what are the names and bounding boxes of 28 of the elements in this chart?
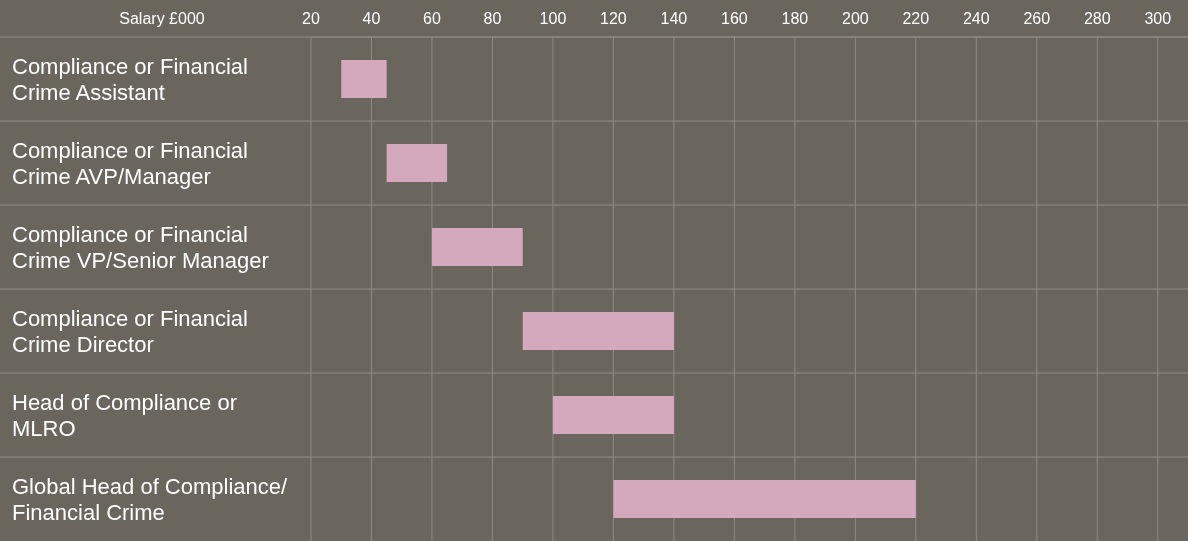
x-axis-title: Salary £000 (119, 10, 205, 27)
x-tick-label: 40 (362, 10, 381, 27)
x-tick-label: 280 (1083, 10, 1111, 27)
bar (613, 480, 916, 518)
x-tick-label: 180 (781, 10, 809, 27)
y-tick-label: Compliance or Financial Crime Assistant (12, 53, 248, 105)
x-tick-label: 120 (600, 10, 627, 27)
bar (522, 312, 674, 350)
x-tick-label: 260 (1023, 10, 1051, 27)
bar (431, 228, 523, 266)
y-tick-label: Compliance or Financial Crime AVP/Manager (12, 137, 248, 189)
x-tick-label: 300 (1144, 10, 1172, 27)
x-tick-label: 80 (483, 10, 502, 27)
x-tick-label: 20 (302, 10, 320, 27)
x-tick-label: 140 (660, 10, 688, 27)
y-tick-label: Global Head of Compliance/ Financial Crime (12, 473, 289, 525)
y-tick-label: Compliance or Financial Crime VP/Senior Manager (12, 221, 269, 273)
x-tick-label: 240 (962, 10, 990, 27)
x-tick-label: 100 (539, 10, 567, 27)
x-tick-label: 220 (902, 10, 930, 27)
bar (386, 144, 448, 182)
bar (341, 60, 387, 98)
x-tick-label: 60 (423, 10, 441, 27)
x-tick-label: 160 (721, 10, 748, 27)
x-tick-label: 200 (841, 10, 869, 27)
y-tick-label: Compliance or Financial Crime Director (12, 305, 248, 357)
bar (552, 396, 674, 434)
y-tick-label: Head of Compliance or MLRO (12, 389, 238, 441)
